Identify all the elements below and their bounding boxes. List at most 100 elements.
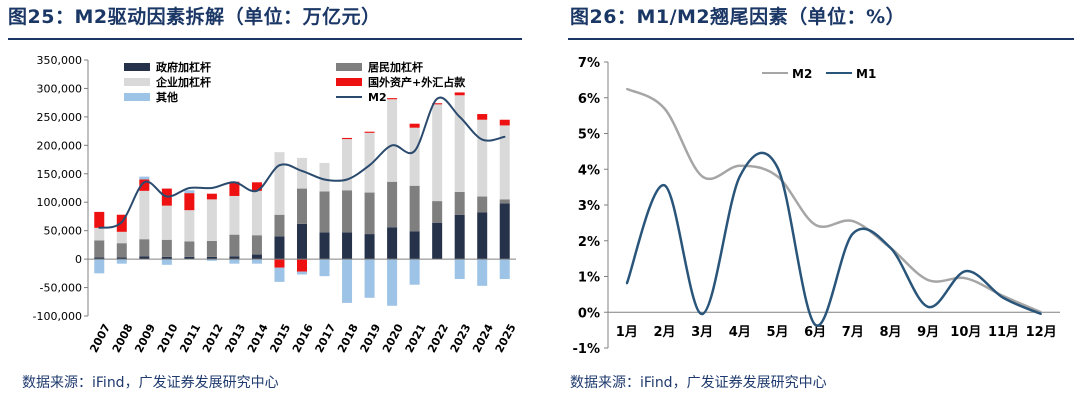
legend-label: M2 bbox=[368, 91, 387, 104]
bar-segment bbox=[454, 191, 465, 215]
legend-swatch bbox=[124, 63, 150, 71]
right-x-tick-label: 9月 bbox=[917, 325, 939, 340]
bar-segment bbox=[206, 193, 217, 200]
m1-point bbox=[1040, 313, 1042, 315]
legend-label: 政府加杠杆 bbox=[156, 60, 211, 74]
bar-segment bbox=[319, 259, 330, 277]
bar-segment bbox=[432, 222, 443, 260]
legend-label: 国外资产+外汇占款 bbox=[368, 75, 466, 89]
bar-segment bbox=[116, 243, 127, 258]
bar-segment bbox=[274, 267, 285, 282]
left-x-tick-label: 2018 bbox=[335, 322, 361, 355]
bar-segment bbox=[409, 259, 420, 285]
left-x-tick-label: 2023 bbox=[448, 322, 474, 355]
bar-segment bbox=[139, 190, 150, 240]
left-y-tick-label: 150,000 bbox=[37, 168, 83, 181]
m2-point bbox=[323, 178, 326, 181]
left-y-tick-label: 200,000 bbox=[37, 139, 83, 152]
bar-segment bbox=[454, 95, 465, 192]
m2-point bbox=[776, 175, 779, 178]
bar-segment bbox=[229, 234, 240, 257]
left-x-tick-label: 2019 bbox=[358, 322, 384, 355]
legend-label: 其他 bbox=[156, 90, 178, 104]
m2-point bbox=[503, 136, 506, 138]
bar-segment bbox=[94, 259, 105, 274]
bar-segment bbox=[274, 236, 285, 260]
left-x-tick-label: 2014 bbox=[245, 321, 271, 354]
m2-point bbox=[481, 138, 484, 141]
m1-point bbox=[701, 313, 703, 315]
right-x-tick-label: 5月 bbox=[766, 325, 788, 340]
right-x-tick-label: 2月 bbox=[653, 325, 675, 340]
m1-point bbox=[814, 323, 816, 326]
bar-segment bbox=[94, 227, 105, 241]
bar-segment bbox=[409, 127, 420, 186]
left-y-tick-label: 250,000 bbox=[37, 111, 83, 124]
left-x-tick-label: 2025 bbox=[493, 322, 519, 355]
m2-point bbox=[436, 97, 438, 100]
bar-segment bbox=[477, 259, 488, 286]
bar-segment bbox=[342, 190, 353, 233]
left-y-tick-label: -50,000 bbox=[40, 282, 82, 295]
bar-segment bbox=[274, 259, 285, 268]
bar-segment bbox=[94, 211, 105, 228]
bar-segment bbox=[319, 232, 330, 260]
right-x-tick-label: 10月 bbox=[950, 325, 981, 340]
left-x-tick-label: 2007 bbox=[87, 322, 113, 355]
bar-segment bbox=[229, 256, 240, 260]
bar-segment bbox=[251, 259, 262, 264]
right-x-tick-label: 3月 bbox=[691, 325, 713, 340]
left-x-tick-label: 2016 bbox=[290, 321, 316, 354]
bar-segment bbox=[116, 257, 127, 260]
bar-segment bbox=[229, 181, 240, 196]
bar-segment bbox=[454, 259, 465, 280]
bar-segment bbox=[409, 185, 420, 232]
m2-point bbox=[852, 220, 854, 222]
left-y-tick-label: 100,000 bbox=[37, 196, 83, 209]
left-y-tick-label: 350,000 bbox=[37, 54, 83, 67]
bar-segment bbox=[229, 259, 240, 264]
bar-segment bbox=[454, 214, 465, 260]
right-y-tick-label: 2% bbox=[578, 235, 600, 250]
left-chart-source: 数据来源：iFind，广发证券发展研究中心 bbox=[22, 375, 279, 391]
left-x-tick-label: 2020 bbox=[380, 321, 406, 354]
bar-segment bbox=[432, 103, 443, 105]
left-x-tick-label: 2011 bbox=[177, 322, 203, 355]
bar-segment bbox=[251, 235, 262, 255]
right-y-tick-label: 3% bbox=[578, 199, 600, 214]
left-x-tick-label: 2013 bbox=[222, 322, 248, 355]
bar-segment bbox=[297, 259, 307, 272]
m1-point bbox=[739, 175, 741, 178]
m2-point bbox=[368, 164, 371, 167]
bar-segment bbox=[184, 193, 195, 211]
bar-segment bbox=[297, 271, 307, 275]
bar-segment bbox=[206, 259, 217, 261]
legend-swatch bbox=[336, 63, 362, 71]
bar-segment bbox=[342, 139, 353, 191]
bar-segment bbox=[477, 119, 488, 197]
bar-segment bbox=[297, 188, 307, 224]
m2-point bbox=[626, 88, 628, 90]
bar-segment bbox=[229, 195, 240, 235]
left-x-tick-label: 2009 bbox=[132, 322, 158, 355]
m2-point bbox=[413, 150, 416, 152]
right-x-tick-label: 6月 bbox=[804, 325, 826, 340]
bar-segment bbox=[161, 205, 172, 240]
bar-segment bbox=[274, 152, 285, 215]
right-x-tick-label: 12月 bbox=[1026, 325, 1057, 340]
m1-point bbox=[776, 166, 779, 169]
legend-swatch bbox=[124, 93, 150, 101]
right-y-tick-label: 7% bbox=[578, 56, 600, 71]
m2-point bbox=[814, 223, 816, 226]
bar-segment bbox=[409, 123, 420, 128]
bar-segment bbox=[477, 114, 488, 120]
left-y-tick-label: 0 bbox=[75, 253, 82, 266]
bar-segment bbox=[387, 98, 398, 100]
bar-segment bbox=[161, 256, 172, 260]
m2-point bbox=[391, 144, 393, 147]
left-y-tick-label: 50,000 bbox=[44, 225, 83, 238]
right-chart-source: 数据来源：iFind，广发证券发展研究中心 bbox=[570, 375, 827, 391]
m1-point bbox=[1002, 297, 1005, 299]
bar-segment bbox=[251, 254, 262, 260]
bar-segment bbox=[251, 182, 262, 191]
